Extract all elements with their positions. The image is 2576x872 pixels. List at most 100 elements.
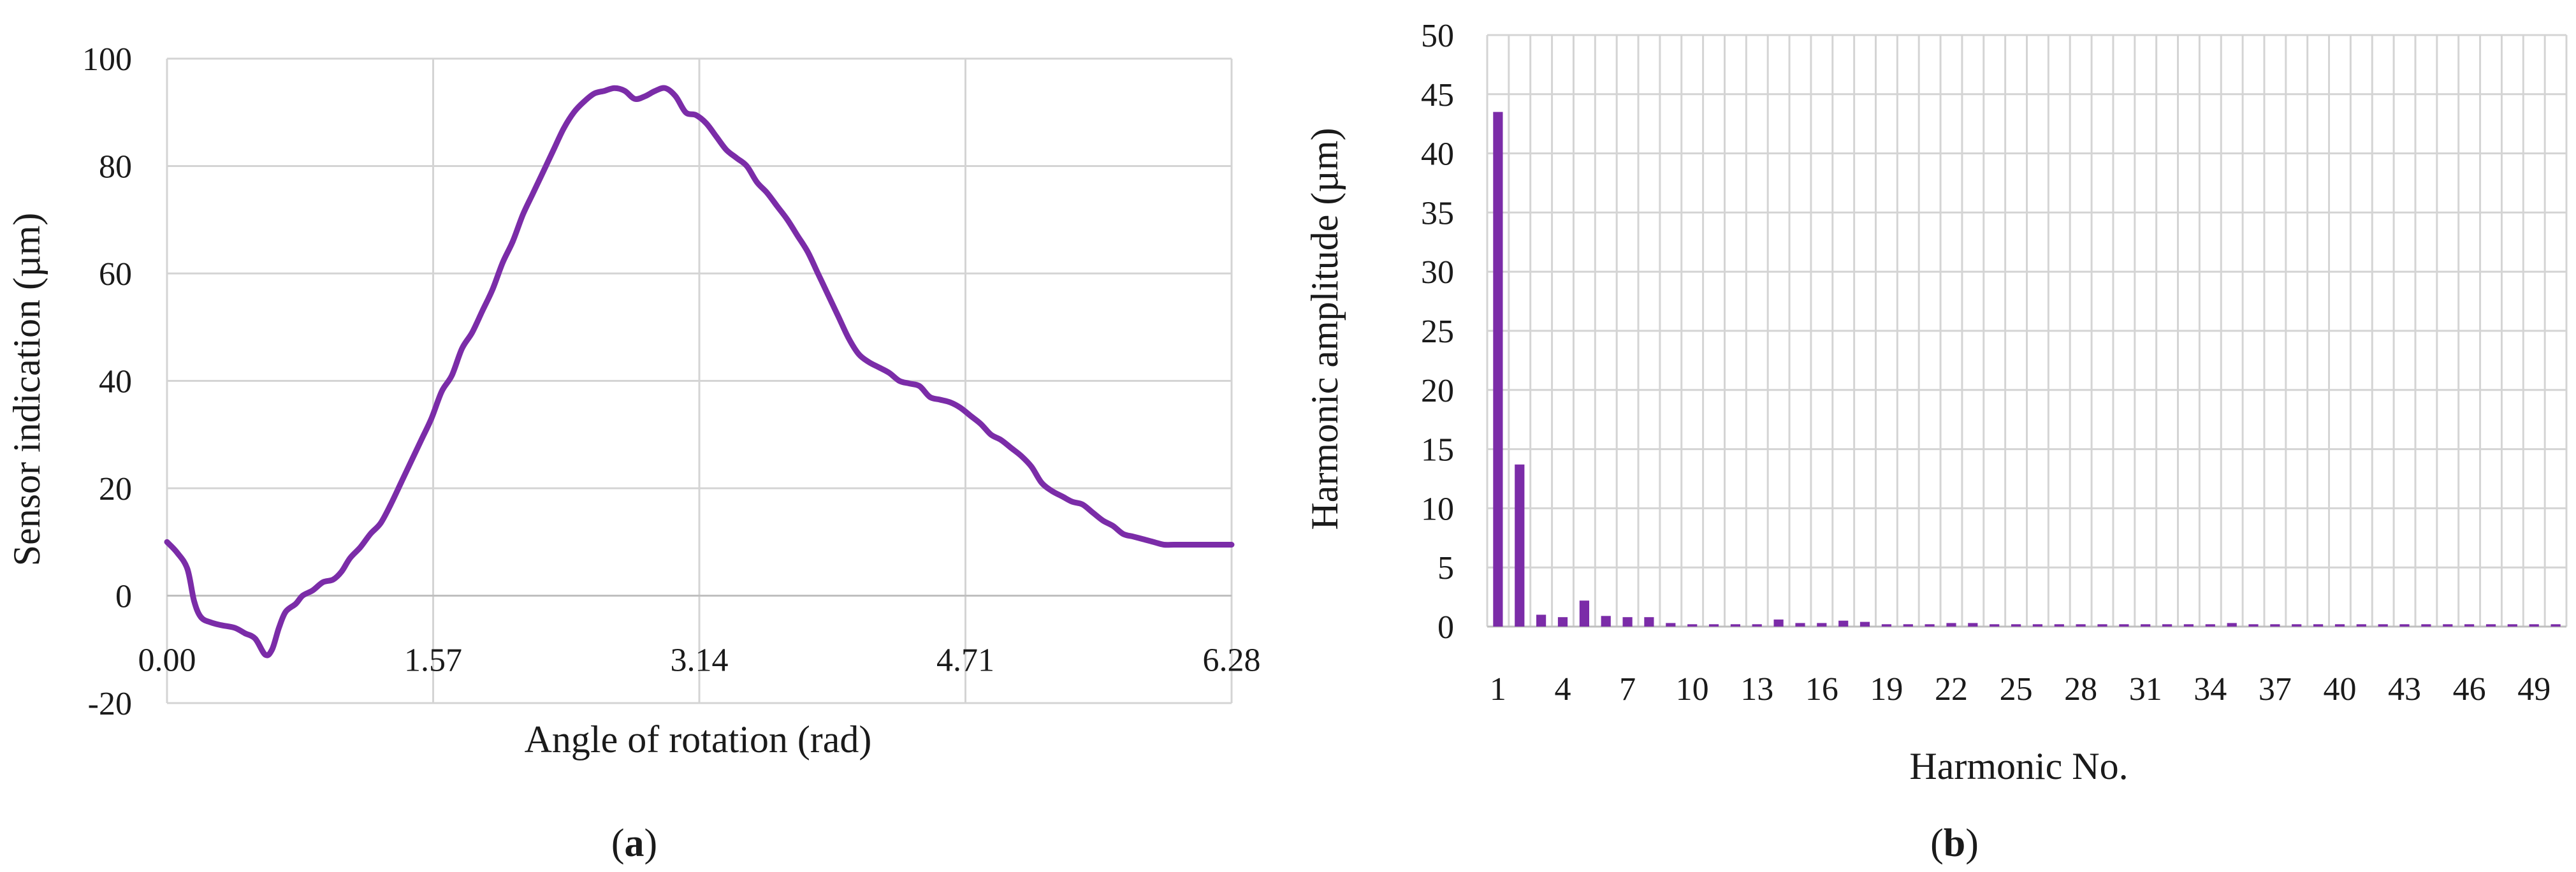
x-tick-label: 34 [2194, 671, 2227, 708]
y-tick-label: 15 [1421, 432, 1454, 469]
harmonic-bar [1708, 624, 1719, 627]
panel-a-tick-labels: -20 0 20 40 60 80 100 0.00 1.57 3.14 4.71 6.28 [82, 41, 1261, 722]
harmonic-bar [1601, 616, 1611, 627]
harmonic-bar [1730, 624, 1740, 627]
panel-a-gridlines [166, 57, 1233, 704]
panel-b-tick-labels: 0 5 10 15 20 25 30 35 40 45 50 1 4 7 10 13 16 19 22 25 28 31 3… [1421, 18, 2551, 708]
x-tick-label: 0.00 [138, 643, 196, 679]
panel-b-y-axis-title: Harmonic amplitude (µm) [1304, 127, 1346, 530]
x-tick-label: 7 [1619, 671, 1636, 708]
harmonic-bar [2485, 624, 2496, 627]
harmonic-bar [1752, 624, 1762, 627]
y-tick-label: 40 [1421, 136, 1454, 173]
harmonic-bar [1859, 621, 1870, 627]
harmonic-bar [2227, 623, 2237, 627]
harmonic-bar [2551, 624, 2561, 627]
harmonic-bar [2507, 624, 2517, 627]
harmonic-bar [1817, 623, 1827, 627]
panel-b-gridlines [1486, 34, 2568, 628]
harmonic-bar [2464, 624, 2475, 627]
y-tick-label: -20 [88, 686, 132, 722]
panel-b-x-axis-title: Harmonic No. [1909, 745, 2128, 787]
y-tick-label: 35 [1421, 195, 1454, 231]
harmonic-bar [2076, 624, 2086, 627]
harmonic-bar [1881, 624, 1891, 627]
x-tick-label: 10 [1676, 671, 1709, 708]
harmonic-bar [1990, 624, 2000, 627]
harmonic-bar [1666, 623, 1676, 627]
panel-a-line-chart: -20 0 20 40 60 80 100 0.00 1.57 3.14 4.71 6.28 Angl… [6, 41, 1261, 865]
harmonic-bar [1773, 619, 1784, 627]
y-tick-label: 5 [1437, 550, 1454, 586]
panel-a-label: (a) [611, 822, 657, 865]
x-tick-label: 6.28 [1203, 643, 1261, 679]
harmonic-bar [2443, 624, 2453, 627]
x-tick-label: 4.71 [936, 643, 994, 679]
harmonic-bar [1536, 614, 1546, 627]
harmonic-bar [1968, 623, 1978, 627]
harmonic-bar [2378, 624, 2388, 627]
x-tick-label: 1 [1490, 671, 1506, 708]
x-tick-label: 40 [2323, 671, 2356, 708]
x-tick-label: 28 [2064, 671, 2097, 708]
x-tick-label: 4 [1555, 671, 1571, 708]
harmonic-bar [1903, 624, 1913, 627]
harmonic-bar [1946, 623, 1956, 627]
sensor-indication-line [164, 85, 1235, 658]
harmonic-bar [2270, 624, 2280, 627]
harmonic-bar [1795, 623, 1805, 627]
y-tick-label: 40 [99, 364, 132, 400]
y-tick-label: 80 [99, 149, 132, 185]
harmonic-bar [2183, 624, 2194, 627]
panel-a-y-axis-title: Sensor indication (µm) [6, 213, 48, 566]
harmonic-bar [2313, 624, 2324, 627]
y-tick-label: 20 [1421, 373, 1454, 409]
panel-b-bar-chart: 0 5 10 15 20 25 30 35 40 45 50 1 4 7 10 13 16 19 22 25 28 31 3… [1304, 18, 2568, 865]
harmonic-bar [2141, 624, 2151, 627]
harmonic-bar [1838, 620, 1849, 627]
x-tick-label: 46 [2453, 671, 2486, 708]
harmonic-bar [2205, 624, 2215, 627]
harmonic-bar [2292, 624, 2302, 627]
harmonic-bar [2119, 624, 2129, 627]
x-tick-label: 1.57 [404, 643, 462, 679]
harmonic-bar [2054, 624, 2064, 627]
harmonic-bar [1687, 624, 1698, 627]
harmonic-bar [2162, 624, 2172, 627]
harmonic-bar [1622, 617, 1633, 627]
x-tick-label: 49 [2517, 671, 2551, 708]
panel-a-x-axis-title: Angle of rotation (rad) [525, 718, 872, 760]
y-tick-label: 0 [1437, 609, 1454, 646]
y-tick-label: 60 [99, 256, 132, 293]
x-tick-label: 31 [2129, 671, 2162, 708]
harmonic-bar [2032, 624, 2042, 627]
harmonic-bar [2097, 624, 2107, 627]
harmonic-bar [2356, 624, 2366, 627]
harmonic-bar [1557, 617, 1568, 627]
x-tick-label: 3.14 [671, 643, 729, 679]
harmonic-bar [2399, 624, 2410, 627]
y-tick-label: 10 [1421, 491, 1454, 527]
x-tick-label: 22 [1935, 671, 1968, 708]
harmonic-bar [1493, 112, 1503, 627]
y-tick-label: 25 [1421, 314, 1454, 350]
y-tick-label: 30 [1421, 254, 1454, 291]
x-tick-label: 16 [1805, 671, 1838, 708]
y-tick-label: 50 [1421, 18, 1454, 54]
x-tick-label: 37 [2259, 671, 2292, 708]
panel-b-label: (b) [1930, 822, 1979, 865]
y-tick-label: 45 [1421, 77, 1454, 113]
x-tick-label: 25 [2000, 671, 2033, 708]
harmonic-bar [1515, 464, 1525, 627]
harmonic-bar [1644, 617, 1654, 627]
harmonic-bar [2334, 624, 2345, 627]
harmonic-bar [2421, 624, 2431, 627]
y-tick-label: 100 [82, 41, 132, 78]
harmonic-bar [2529, 624, 2539, 627]
panel-b-bars [1493, 112, 2561, 627]
x-tick-label: 43 [2388, 671, 2421, 708]
x-tick-label: 19 [1870, 671, 1903, 708]
y-tick-label: 20 [99, 471, 132, 507]
x-tick-label: 13 [1740, 671, 1773, 708]
